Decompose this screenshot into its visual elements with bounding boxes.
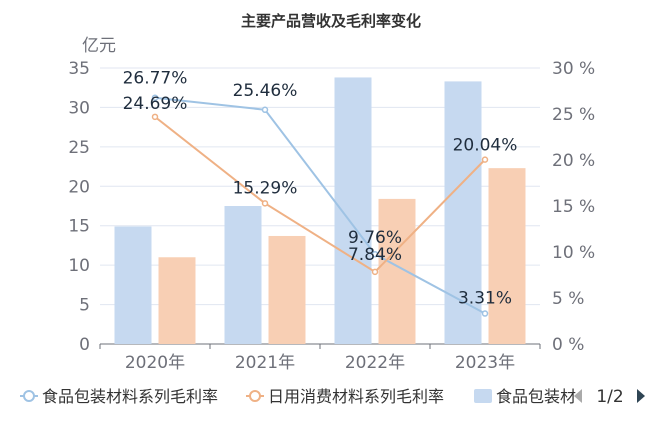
- legend-item-label: 食品包装材料系列毛利率: [42, 387, 218, 406]
- left-tick-label: 20: [68, 177, 90, 197]
- right-tick-label: 10 %: [552, 243, 595, 263]
- bar-1: [224, 206, 262, 344]
- data-label-2: 15.29%: [233, 178, 298, 198]
- line-point-1: [371, 250, 379, 258]
- x-tick-label: 2022年: [345, 353, 405, 373]
- legend-marker-rect: [474, 389, 492, 403]
- x-tick-label: 2023年: [455, 353, 515, 373]
- x-axis: 2020年 2021年 2022年 2023年: [99, 343, 541, 373]
- data-label-2: 24.69%: [123, 94, 188, 114]
- data-label-2: 20.04%: [453, 136, 518, 156]
- chart-title: 主要产品营收及毛利率变化: [241, 12, 421, 30]
- bar-series: [114, 77, 526, 345]
- left-tick-label: 35: [68, 59, 90, 79]
- line-point-1: [151, 94, 159, 101]
- x-tick-label: 2021年: [235, 353, 295, 373]
- left-tick-label: 10: [68, 256, 90, 276]
- legend-item-label: 食品包装材: [496, 387, 576, 406]
- legend-page-indicator: 1/2: [596, 387, 623, 407]
- data-label-1: 9.76%: [348, 228, 402, 248]
- x-tick-label: 2020年: [125, 353, 185, 373]
- right-tick-label: 5 %: [552, 289, 584, 309]
- data-label-1: 25.46%: [233, 81, 298, 101]
- bar-2: [488, 168, 526, 344]
- left-tick-label: 15: [68, 217, 90, 237]
- data-label-1: 3.31%: [458, 289, 512, 309]
- left-tick-label: 0: [79, 335, 90, 355]
- line-point-2: [481, 156, 489, 163]
- line-series: [151, 94, 489, 317]
- legend-marker-circle: [23, 390, 35, 402]
- line-point-1: [481, 310, 489, 317]
- right-tick-label: 30 %: [552, 59, 595, 79]
- line-series-1: [154, 96, 486, 315]
- legend-prev-icon[interactable]: [574, 389, 582, 403]
- legend-marker-circle: [249, 390, 261, 402]
- data-label-1: 26.77%: [123, 69, 188, 89]
- bar-1: [444, 81, 482, 345]
- legend[interactable]: 食品包装材料系列毛利率 日用消费材料系列毛利率 食品包装材 1/2: [20, 387, 645, 407]
- line-series-2: [154, 116, 486, 274]
- left-axis-unit: 亿元: [82, 36, 116, 56]
- bar-2: [158, 257, 196, 344]
- right-tick-label: 15 %: [552, 197, 595, 217]
- data-labels: 26.77% 25.46% 9.76% 3.31% 24.69% 15.29% 7.84% 2…: [123, 69, 518, 309]
- left-axis-ticks: 0 5 10 15 20 25 30 35: [68, 59, 90, 355]
- left-tick-label: 25: [68, 138, 90, 158]
- data-label-2: 7.84%: [348, 245, 402, 265]
- right-tick-label: 25 %: [552, 105, 595, 125]
- line-point-2: [261, 200, 269, 207]
- right-axis-ticks: 0 % 5 % 10 % 15 % 20 % 25 % 30 %: [552, 59, 595, 355]
- line-point-1: [261, 106, 269, 114]
- legend-item-label: 日用消费材料系列毛利率: [268, 387, 444, 406]
- line-point-2: [151, 113, 159, 121]
- left-tick-label: 5: [79, 296, 90, 316]
- bar-2: [378, 198, 416, 344]
- left-tick-label: 30: [68, 98, 90, 118]
- bar-2: [268, 235, 306, 344]
- right-tick-label: 20 %: [552, 151, 595, 171]
- line-point-2: [371, 268, 379, 276]
- right-tick-label: 0 %: [552, 335, 584, 355]
- legend-next-icon[interactable]: [637, 389, 645, 403]
- bar-1: [114, 226, 152, 344]
- bar-1: [334, 77, 372, 344]
